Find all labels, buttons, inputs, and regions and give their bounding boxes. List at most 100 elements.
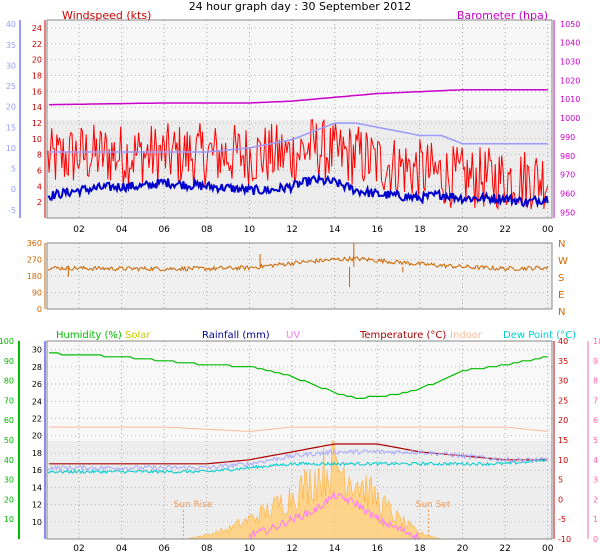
uv-y-tick: 5 [593, 436, 598, 445]
wind-x-tick: 06 [158, 225, 170, 235]
rain-y-tick: 28 [32, 363, 42, 372]
humidity-y-tick: 20 [4, 495, 14, 504]
humidity-y-tick: 60 [4, 416, 14, 425]
temp-x-tick: 10 [244, 544, 256, 554]
uv-y-tick: 6 [593, 416, 598, 425]
temperature-y-tick: -10 [558, 535, 571, 544]
temperature-y-tick: 0 [558, 495, 563, 504]
uv-y-tick: 10 [593, 337, 600, 346]
barometer-y-tick: 1050 [560, 20, 580, 29]
rain-y-tick: 20 [32, 432, 42, 441]
temperature-y-tick: 40 [558, 337, 568, 346]
temp-x-tick: 22 [499, 544, 510, 554]
rain-y-tick: 16 [32, 466, 42, 475]
series-uv [248, 490, 420, 541]
temp-series: Sun Rise Sun Set [47, 352, 549, 541]
uv-y-tick: 9 [593, 357, 598, 366]
humidity-y-tick: 50 [4, 436, 14, 445]
uv-y-tick: 7 [593, 396, 598, 405]
wind-y-tick: 4 [37, 182, 42, 191]
series-temp_lavender [47, 448, 549, 472]
temp-x-tick: 12 [286, 544, 297, 554]
barometer-y-tick: 980 [560, 152, 575, 161]
far-left-y-tick: 15 [6, 123, 16, 132]
wind-x-tick: 12 [286, 225, 297, 235]
humidity-y-tick: 30 [4, 476, 14, 485]
temp-x-tick: 02 [73, 544, 84, 554]
legend-item: Solar [125, 330, 151, 341]
wind-y-tick: 6 [37, 166, 42, 175]
direction-y-tick: 180 [27, 272, 42, 281]
humidity-y-tick: 70 [4, 396, 14, 405]
rain-y-tick: 24 [32, 397, 42, 406]
legend-item: Temperature (°C) [359, 330, 446, 341]
compass-label: N [558, 239, 565, 250]
far-left-y-tick: 25 [6, 82, 16, 91]
barometer-y-tick: 960 [560, 189, 575, 198]
wind-plot-border [46, 19, 553, 219]
uv-y-tick: 1 [593, 515, 598, 524]
wind-y-tick: 20 [32, 56, 42, 65]
humidity-y-tick: 90 [4, 357, 14, 366]
wind-y-tick: 2 [37, 198, 42, 207]
wind-x-tick: 02 [73, 225, 84, 235]
chart-title: 24 hour graph day : 30 September 2012 [189, 0, 412, 13]
temp-plot-upper [47, 341, 552, 441]
temp-x-tick: 18 [414, 544, 426, 554]
temp-x-tick: 00 [542, 544, 554, 554]
wind-y-tick: 14 [32, 103, 42, 112]
temperature-y-tick: 5 [558, 476, 563, 485]
series-indoor [49, 426, 548, 432]
wind-y-tick: 22 [32, 40, 42, 49]
uv-y-tick: 8 [593, 377, 598, 386]
wind-x-tick: 16 [372, 225, 384, 235]
series-temperature [49, 443, 548, 465]
wind-axes: 02 04 06 08 10 12 14 16 18 20 22 002468101214161820… [6, 20, 581, 235]
far-left-y-tick: -5 [8, 206, 16, 215]
compass-label: N [558, 307, 565, 318]
temp-plot-border [46, 340, 553, 540]
humidity-y-tick: 80 [4, 377, 14, 386]
temp-x-tick: 04 [116, 544, 128, 554]
barometer-y-tick: 1010 [560, 95, 580, 104]
series-direction [47, 255, 549, 272]
legend-item: UV [286, 330, 300, 341]
direction-y-tick: 90 [32, 289, 42, 298]
sun-marker-label: Sun Rise [174, 500, 213, 510]
series-solar [185, 439, 442, 540]
temp-x-tick: 20 [457, 544, 469, 554]
direction-y-tick: 270 [27, 256, 42, 265]
barometer-y-tick: 1020 [560, 76, 580, 85]
series-gust [47, 118, 549, 210]
rain-y-tick: 14 [32, 483, 42, 492]
direction-series [47, 243, 549, 287]
barometer-y-tick: 950 [560, 208, 575, 217]
rain-y-tick: 12 [32, 501, 42, 510]
panel-wind-barometer: Windspeed (kts) Barometer (hpa) 02 04 06 08… [6, 9, 581, 235]
wind-x-tick: 10 [244, 225, 256, 235]
direction-y-tick: 360 [27, 239, 42, 248]
wind-y-tick: 24 [32, 24, 42, 33]
humidity-y-tick: 10 [4, 515, 14, 524]
far-left-y-tick: 5 [11, 165, 16, 174]
rain-y-tick: 18 [32, 449, 42, 458]
direction-y-tick: 0 [37, 305, 42, 314]
direction-plot-border [46, 242, 553, 310]
far-left-y-tick: 10 [6, 144, 16, 153]
series-dewpoint [47, 458, 548, 475]
rain-y-tick: 22 [32, 414, 42, 423]
legend-item: Rainfall (mm) [202, 330, 270, 341]
wind-x-tick: 04 [116, 225, 128, 235]
uv-y-tick: 0 [593, 535, 598, 544]
wind-x-tick: 18 [414, 225, 426, 235]
wind-y-tick: 18 [32, 71, 42, 80]
compass-label: E [558, 290, 564, 301]
series-humidity [49, 352, 548, 399]
temperature-y-tick: 30 [558, 377, 568, 386]
temperature-y-tick: 10 [558, 456, 568, 465]
temperature-y-tick: 20 [558, 416, 568, 425]
temp-axes: 02 04 06 08 10 12 14 16 18 20 22 001012141618202224… [0, 337, 600, 554]
